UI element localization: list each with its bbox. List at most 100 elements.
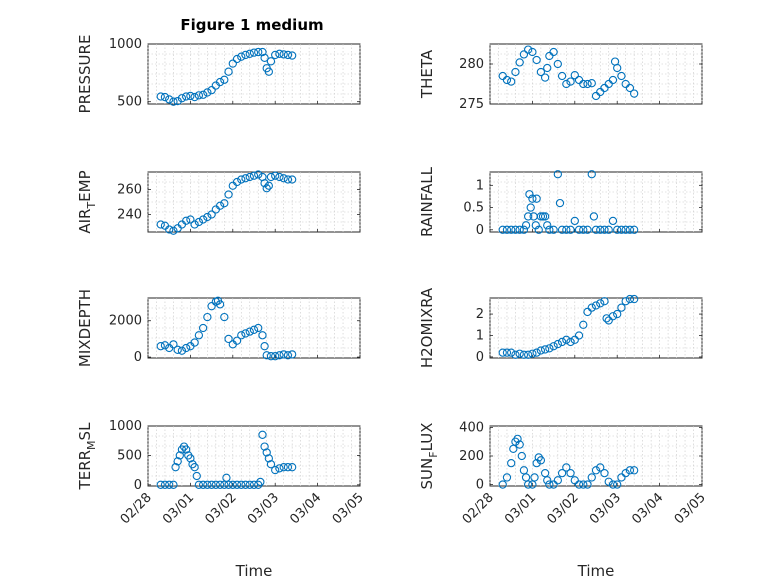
data-point	[540, 345, 550, 354]
data-point	[536, 67, 546, 77]
y-tick-label: 500	[117, 95, 142, 110]
data-point	[190, 463, 199, 472]
data-point	[557, 337, 567, 347]
data-point	[288, 175, 297, 184]
data-point	[524, 212, 533, 221]
data-point	[579, 480, 588, 489]
data-point	[536, 212, 546, 221]
data-point	[271, 50, 280, 60]
data-point	[596, 463, 605, 472]
y-tick-label: 0	[476, 223, 484, 238]
data-point	[245, 49, 254, 58]
data-point	[621, 297, 630, 306]
x-tick-label: 03/04	[287, 490, 324, 527]
data-point	[531, 221, 540, 230]
data-point	[625, 83, 635, 93]
data-point	[220, 312, 229, 322]
data-point	[562, 79, 571, 89]
data-point	[271, 465, 280, 475]
x-tick-label: 03/02	[545, 490, 582, 527]
data-point	[203, 88, 212, 97]
data-point	[613, 309, 622, 319]
data-point	[630, 294, 639, 304]
data-point	[288, 51, 297, 60]
data-point	[579, 79, 588, 89]
data-point	[198, 90, 208, 99]
data-point	[260, 442, 269, 451]
data-point	[574, 225, 584, 234]
data-point	[562, 225, 571, 234]
data-point	[275, 464, 284, 473]
data-point	[177, 346, 187, 355]
subplot-h2omixra: 0 1 2 H2OMIXRA	[418, 287, 703, 368]
data-point	[507, 77, 516, 86]
data-point	[165, 95, 174, 104]
data-point	[608, 480, 618, 489]
data-point	[583, 307, 592, 317]
y-axis-label: MIXDEPTH	[76, 289, 94, 367]
data-point	[260, 342, 269, 351]
data-point	[160, 341, 170, 350]
data-point	[190, 92, 199, 102]
data-point	[279, 350, 288, 359]
data-point	[264, 454, 273, 463]
y-axis-label: THETA	[418, 49, 436, 99]
data-point	[271, 171, 280, 180]
x-tick-label: 03/03	[245, 490, 282, 527]
y-tick-label: 1	[476, 329, 484, 344]
data-point	[232, 480, 242, 489]
data-point	[534, 225, 543, 234]
data-point	[192, 471, 201, 481]
data-point	[173, 457, 182, 466]
data-point	[254, 47, 263, 57]
data-point	[543, 63, 552, 73]
data-point	[530, 473, 539, 482]
data-point	[617, 71, 626, 81]
data-point	[621, 468, 630, 478]
data-point	[604, 316, 613, 325]
data-point	[502, 225, 512, 234]
data-point	[262, 448, 271, 457]
data-point	[182, 343, 191, 353]
data-point	[625, 294, 635, 304]
data-point	[549, 47, 558, 57]
subplot-pressure: 500 1000 PRESSURE	[76, 35, 361, 113]
data-point	[604, 225, 613, 234]
data-point	[207, 480, 216, 489]
data-point	[621, 225, 630, 234]
x-tick-label: 03/01	[502, 490, 539, 527]
data-point	[198, 215, 208, 224]
data-point	[557, 225, 567, 234]
data-point	[613, 63, 622, 73]
data-point	[228, 480, 237, 489]
x-axis-label: Time	[577, 562, 615, 580]
data-point	[498, 348, 507, 357]
data-point	[156, 342, 165, 351]
data-point	[169, 226, 178, 235]
data-point	[617, 473, 626, 482]
data-point	[186, 215, 195, 224]
data-point	[630, 89, 639, 98]
data-point	[511, 67, 520, 77]
data-point	[557, 468, 567, 478]
data-point	[515, 58, 524, 67]
x-tick-label: 03/02	[203, 490, 240, 527]
data-point	[160, 92, 170, 102]
data-point	[562, 463, 571, 472]
y-tick-label: 0	[476, 478, 484, 493]
data-point	[245, 172, 254, 182]
data-point	[160, 480, 170, 489]
subplot-mixdepth: 0 2000 MIXDEPTH	[76, 289, 361, 367]
data-point	[511, 350, 520, 359]
subplot-theta: 275 280 THETA	[418, 43, 703, 112]
data-point	[515, 225, 524, 234]
data-point	[553, 59, 562, 69]
data-point	[545, 225, 554, 234]
data-point	[507, 225, 516, 234]
data-point	[264, 67, 273, 76]
data-point	[245, 327, 254, 336]
data-point	[570, 476, 579, 485]
data-point	[237, 52, 246, 61]
data-point	[254, 323, 263, 333]
